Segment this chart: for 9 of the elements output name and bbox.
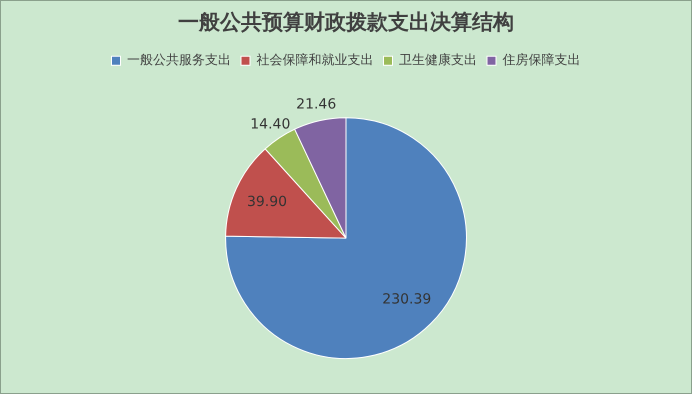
data-label: 21.46 <box>296 96 336 113</box>
legend-label: 住房保障支出 <box>502 52 580 68</box>
chart-title: 一般公共预算财政拨款支出决算结构 <box>178 9 514 34</box>
data-label: 39.90 <box>246 194 288 210</box>
legend-label: 社会保障和就业支出 <box>256 53 374 68</box>
legend-label: 一般公共服务支出 <box>127 53 231 68</box>
data-label: 14.40 <box>250 116 290 132</box>
data-label: 230.39 <box>382 292 432 308</box>
legend-label: 卫生健康支出 <box>399 53 477 68</box>
